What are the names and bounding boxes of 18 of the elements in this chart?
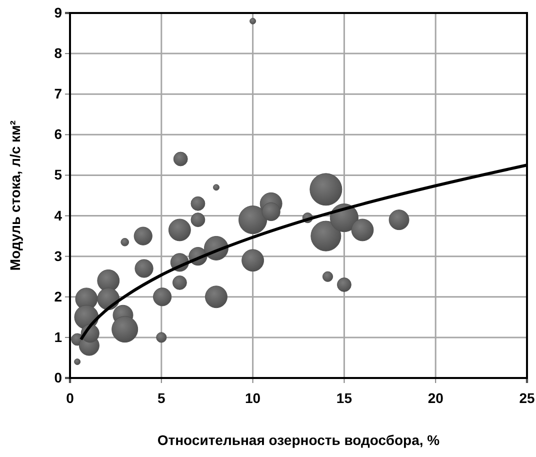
y-tick-label: 8 (54, 45, 62, 62)
x-tick-label: 0 (66, 390, 74, 406)
x-tick-label: 10 (245, 390, 261, 406)
y-axis-title: Модуль стока, л/с км² (7, 120, 23, 271)
y-tick-label: 6 (54, 126, 62, 142)
y-tick-label: 4 (54, 207, 62, 224)
x-tick-label: 20 (428, 390, 444, 406)
y-tick-label: 3 (54, 248, 62, 264)
x-axis-title: Относительная озерность водосбора, % (157, 432, 440, 448)
y-tick-label: 7 (54, 86, 62, 102)
x-tick-label: 15 (336, 390, 352, 406)
x-tick-label: 5 (158, 390, 166, 406)
x-tick-label: 25 (519, 390, 535, 406)
y-tick-label: 5 (54, 166, 62, 183)
y-tick-label: 1 (54, 328, 62, 345)
y-tick-label: 0 (54, 369, 62, 386)
y-tick-label: 9 (54, 4, 62, 20)
y-tick-label: 2 (54, 288, 62, 304)
